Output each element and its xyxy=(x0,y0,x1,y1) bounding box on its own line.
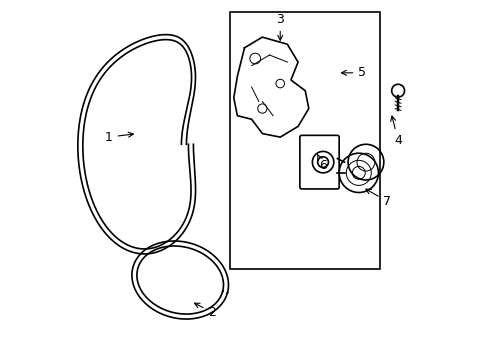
Text: 3: 3 xyxy=(276,13,284,40)
Text: 6: 6 xyxy=(317,154,326,172)
Text: 1: 1 xyxy=(104,131,133,144)
Text: 2: 2 xyxy=(194,303,216,319)
Text: 5: 5 xyxy=(341,66,366,79)
Text: 7: 7 xyxy=(365,189,390,208)
Bar xyxy=(230,12,380,269)
Text: 4: 4 xyxy=(390,116,401,147)
